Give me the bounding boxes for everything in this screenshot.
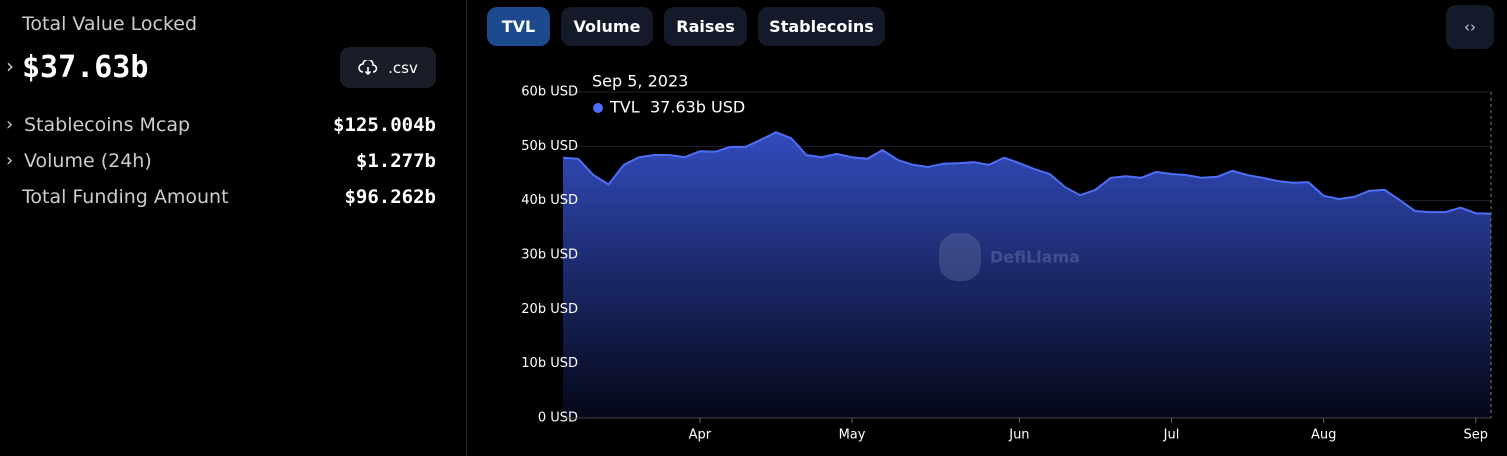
- x-tick-label: Jul: [1163, 428, 1180, 443]
- x-tick-label: Aug: [1311, 428, 1336, 443]
- tooltip-series: TVL: [609, 98, 640, 117]
- y-tick-label: 60b USD: [521, 85, 578, 100]
- stat-title: Total Value Locked: [22, 13, 198, 35]
- chevron[interactable]: ›: [6, 150, 14, 171]
- x-tick-label: Apr: [689, 428, 712, 443]
- x-tick-label: May: [839, 428, 866, 443]
- tab[interactable]: Stablecoins: [758, 7, 885, 46]
- y-tick-label: 20b USD: [521, 302, 578, 317]
- row-value: $96.262b: [344, 186, 436, 208]
- y-tick-label: 30b USD: [521, 248, 578, 263]
- stat-value: $37.63b: [22, 50, 149, 85]
- row-value: $1.277b: [355, 150, 436, 172]
- watermark-text: DefiLlama: [990, 248, 1080, 267]
- row-label: Volume (24h): [24, 150, 152, 172]
- chevron[interactable]: ›: [6, 54, 14, 78]
- row-label: Stablecoins Mcap: [24, 114, 191, 136]
- tooltip-dot: [593, 103, 603, 113]
- watermark: DefiLlama: [939, 233, 1080, 281]
- chevron[interactable]: ›: [6, 114, 14, 135]
- y-tick-label: 10b USD: [521, 356, 578, 371]
- row-label: Total Funding Amount: [22, 186, 229, 208]
- tab-active[interactable]: TVL: [487, 7, 550, 46]
- download-button[interactable]: .csv: [340, 47, 436, 88]
- area: [563, 132, 1491, 418]
- x-tick-label: Jun: [1008, 428, 1029, 443]
- tab[interactable]: Raises: [664, 7, 747, 46]
- tooltip-date: Sep 5, 2023: [592, 72, 688, 91]
- tooltip-value: 37.63b USD: [650, 98, 745, 117]
- x-tick-label: Sep: [1464, 428, 1489, 443]
- line: [562, 131, 1492, 215]
- y-tick-label: 50b USD: [521, 139, 578, 154]
- y-tick-label: 0 USD: [538, 411, 578, 426]
- download-label: .csv: [388, 58, 418, 77]
- y-tick-label: 40b USD: [521, 193, 578, 208]
- embed-button[interactable]: ‹›: [1446, 5, 1494, 49]
- tab[interactable]: Volume: [561, 7, 653, 46]
- stats-panel: Total Value Locked › $37.63b .csv › Stab…: [0, 0, 467, 456]
- row-value: $125.004b: [333, 114, 436, 136]
- download-icon: [358, 59, 378, 75]
